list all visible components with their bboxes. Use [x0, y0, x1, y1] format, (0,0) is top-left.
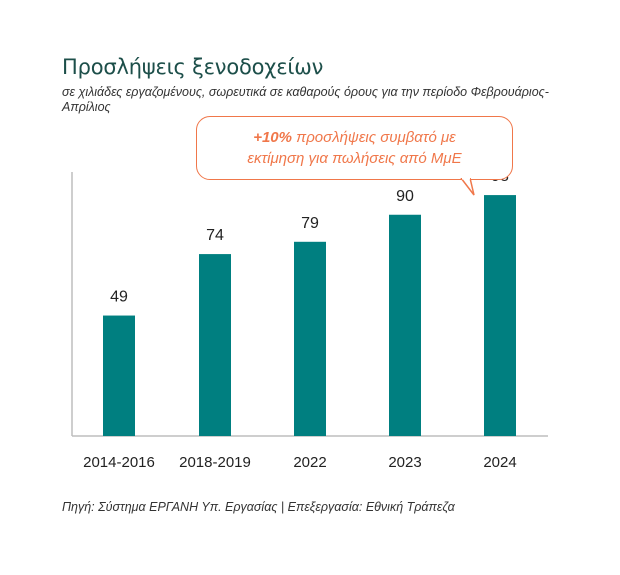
x-tick-label: 2014-2016 [83, 454, 155, 471]
x-tick-label: 2023 [388, 454, 421, 471]
source-note: Πηγή: Σύστημα ΕΡΓΑΝΗ Υπ. Εργασίας | Επεξ… [62, 500, 455, 514]
bar-value-label: 49 [110, 289, 128, 306]
annotation-text-line2: εκτίμηση για πωλήσεις από ΜμΕ [247, 150, 462, 167]
bar-value-label: 79 [301, 215, 319, 232]
chart-subtitle: σε χιλιάδες εργαζομένους, σωρευτικά σε κ… [62, 85, 549, 114]
bar-value-label: 90 [396, 188, 414, 205]
bar-2018-2019 [199, 254, 231, 436]
x-tick-label: 2022 [293, 454, 326, 471]
bar-2024 [484, 195, 516, 436]
bar-2023 [389, 214, 421, 436]
annotation-callout: +10% προσλήψεις συμβατό με εκτίμηση για … [196, 116, 513, 180]
bar-2014-2016 [103, 315, 135, 436]
chart-title: Προσλήψεις ξενοδοχείων [62, 55, 324, 79]
x-tick-label: 2024 [483, 454, 516, 471]
bar-2022 [294, 241, 326, 436]
x-tick-label: 2018-2019 [179, 454, 251, 471]
annotation-highlight: +10% [253, 129, 292, 146]
callout-pointer [460, 178, 475, 196]
bar-value-label: 74 [206, 227, 224, 244]
annotation-text-line1: προσλήψεις συμβατό με [292, 129, 456, 146]
